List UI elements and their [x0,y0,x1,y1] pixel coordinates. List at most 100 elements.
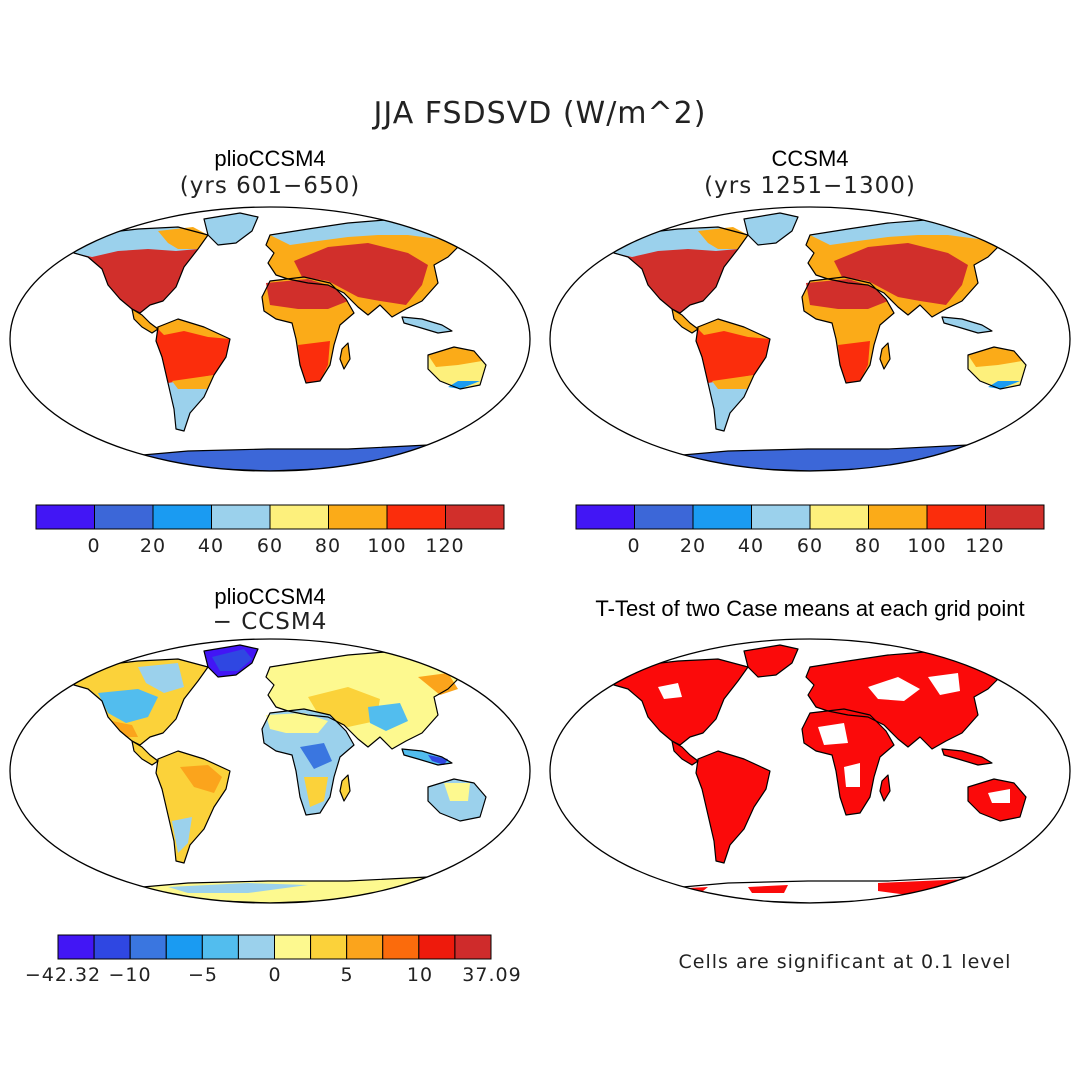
significance-note: Cells are significant at 0.1 level [678,951,1012,973]
map-region [444,783,470,801]
panel-title-ccsm4: CCSM4 [771,146,849,171]
coastline [203,644,259,678]
map-region [300,743,332,769]
map-region [180,765,222,793]
map-region [428,347,482,367]
colorbar-plio-label: 20 [139,535,167,557]
coastline [879,774,891,802]
colorbar-ccsm4-label: 60 [796,535,824,557]
map-region [712,375,754,389]
colorbar-difference [57,934,492,960]
map-region [834,243,968,305]
map-region [968,347,1022,367]
non-significant-cells [658,673,1010,803]
colorbar-plio-label: 60 [256,535,284,557]
colorbar-difference-swatch [93,934,131,960]
coastline [67,226,209,314]
coastline [801,708,895,816]
coastline [607,226,749,314]
colorbar-difference-swatch [454,934,492,960]
colorbar-difference-label: −10 [108,964,152,986]
coastline [967,778,1027,822]
significant-cells [744,645,798,677]
colorbar-ccsm4-swatch [751,504,811,530]
coastline [695,318,771,432]
colorbar-difference-label: 10 [406,964,434,986]
significant-cells [668,879,994,895]
map-region [132,309,158,333]
coastline [261,708,355,816]
colorbar-difference-label: −5 [187,964,219,986]
significant-cells [942,749,992,765]
colorbar-plio-swatch [386,504,446,530]
colorbar-difference-swatch [57,934,95,960]
colorbar-difference-swatch [274,934,312,960]
map-region [672,309,698,333]
map-region [262,709,354,815]
colorbar-ccsm4-label: 100 [907,535,947,557]
map-region [212,649,252,671]
colorbar-plio-swatch [269,504,329,530]
colorbar-ccsm4-label: 0 [627,535,641,557]
coastline [131,308,159,334]
colorbar-difference-swatch [346,934,384,960]
map-region [132,741,158,765]
colorbar-difference-swatch [129,934,167,960]
map-region [368,703,408,731]
colorbar-difference-swatch [382,934,420,960]
coastline [339,342,351,370]
colorbar-difference-swatch [418,934,456,960]
coastline [131,740,159,766]
colorbar-ccsm4-swatch [985,504,1045,530]
map-frame [549,206,1071,472]
colorbar-ccsm4-swatch [809,504,869,530]
map-region [744,213,798,245]
significant-cells [672,741,698,765]
colorbar-difference-swatch [201,934,239,960]
map-region [402,317,452,333]
colorbar-ccsm4-swatch [634,504,694,530]
coastline [743,212,799,246]
map-region [428,755,448,765]
colorbar-plio-label: 80 [314,535,342,557]
map-frame [9,638,531,904]
colorbar-difference-swatch [165,934,203,960]
colorbar-ccsm4-label: 40 [737,535,765,557]
map-landmasses [607,212,1027,471]
colorbar-plio-swatch [94,504,154,530]
map-region [294,243,428,305]
significant-cells [608,659,748,745]
colorbar-plio-label: 120 [425,535,465,557]
map-landmasses [67,212,487,471]
colorbar-ccsm4-label: 20 [679,535,707,557]
map-region [156,319,230,339]
panel-subtitle-ccsm4: (yrs 1251−1300) [704,173,916,199]
map-frame [549,638,1071,904]
panel-subtitle-plio: (yrs 601−650) [179,173,361,199]
map-region [172,817,192,853]
colorbar-ccsm4-swatch [575,504,635,530]
coastline [743,644,799,678]
colorbar-plio [35,504,505,530]
map-region [304,777,328,807]
colorbar-plio-label: 0 [87,535,101,557]
map-ccsm4 [549,206,1071,472]
map-region [266,713,328,733]
colorbar-plio-swatch [445,504,505,530]
coastline [155,318,231,432]
map-region [696,319,770,339]
map-region [112,721,138,737]
map-region [158,227,208,249]
map-region [172,375,214,389]
colorbar-ccsm4-swatch [868,504,928,530]
map-plio [9,206,531,472]
coastline [967,346,1027,390]
coastline [879,342,891,370]
coastline [401,316,453,334]
colorbar-ccsm4-swatch [692,504,752,530]
coastline [261,276,355,384]
coastline [941,748,993,766]
coastline [941,316,993,334]
colorbar-ccsm4-label: 120 [965,535,1005,557]
map-landmasses [607,644,1027,903]
